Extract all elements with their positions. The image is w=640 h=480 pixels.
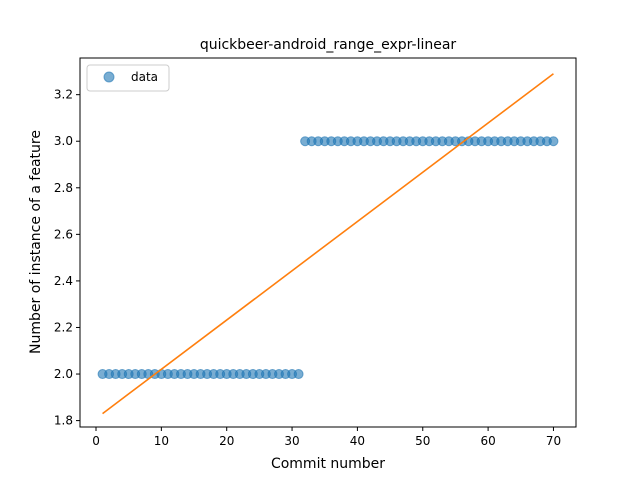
data-point: [548, 136, 559, 147]
data-point: [293, 369, 304, 380]
x-axis-ticks: 0 10 20 30 40 50 60 70: [92, 427, 561, 448]
y-tick-label: 2.2: [54, 320, 73, 334]
x-tick-label: 70: [546, 434, 561, 448]
fit-line: [102, 73, 554, 415]
legend-marker-data: [103, 71, 115, 83]
y-tick-label: 2.6: [54, 227, 73, 241]
y-tick-label: 3.0: [54, 134, 73, 148]
x-tick-label: 0: [92, 434, 100, 448]
x-tick-label: 40: [350, 434, 365, 448]
y-tick-label: 1.8: [54, 414, 73, 428]
y-axis-label: Number of instance of a feature: [28, 130, 44, 354]
x-tick-label: 50: [415, 434, 430, 448]
y-tick-label: 2.8: [54, 181, 73, 195]
legend: data: [86, 64, 170, 92]
y-axis-ticks: 1.8 2.0 2.2 2.4 2.6 2.8 3.0 3.2: [54, 88, 80, 428]
x-axis-label: Commit number: [271, 456, 385, 472]
chart-title: quickbeer-android_range_expr-linear: [200, 37, 457, 53]
axes-frame: [79, 57, 577, 428]
plot-area: [97, 73, 559, 415]
y-tick-label: 3.2: [54, 88, 73, 102]
x-tick-label: 30: [284, 434, 299, 448]
x-tick-label: 20: [219, 434, 234, 448]
legend-box: [86, 64, 170, 92]
x-tick-label: 60: [480, 434, 495, 448]
legend-label-data: data: [131, 70, 158, 84]
y-tick-label: 2.0: [54, 367, 73, 381]
y-tick-label: 2.4: [54, 274, 73, 288]
axes: [79, 57, 577, 428]
x-tick-label: 10: [154, 434, 169, 448]
